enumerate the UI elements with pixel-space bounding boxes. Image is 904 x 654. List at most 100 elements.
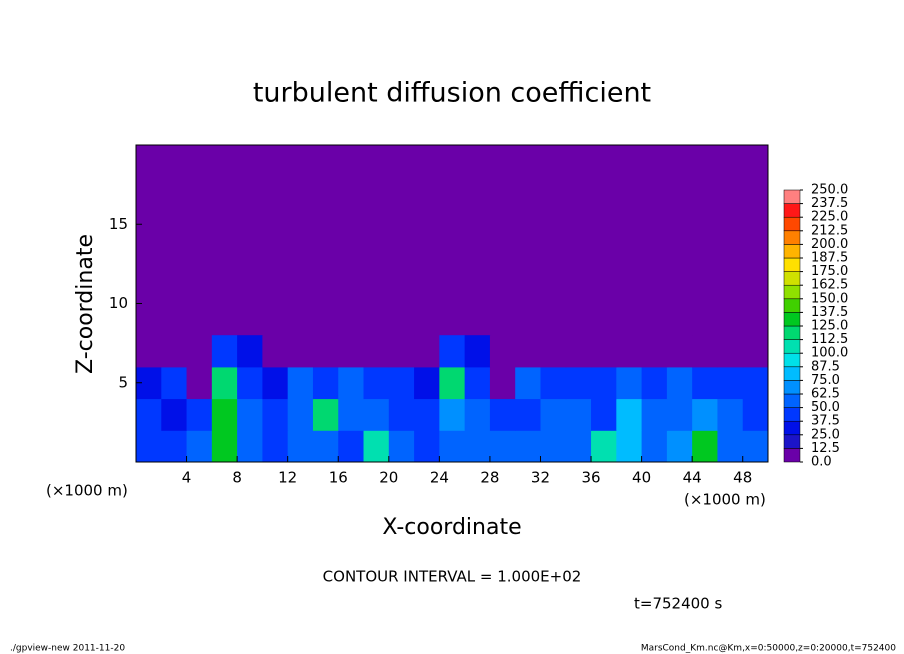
colorbar-band [783,189,801,204]
field-cell [262,335,289,368]
colorbar-label: 162.5 [811,278,848,293]
field-cell [414,398,440,431]
field-cell [136,398,162,431]
field-cell [515,366,541,400]
field-cell [565,366,592,400]
chart-title: turbulent diffusion coefficient [253,78,651,109]
x-tick-label: 4 [182,469,192,487]
field-cell [742,366,769,400]
field-cell [439,430,466,463]
field-cell [388,335,415,368]
colorbar-band [783,203,801,218]
field-cell [489,430,516,463]
x-tick-label: 24 [430,469,449,487]
field-cell [540,430,567,463]
x-tick-label: 40 [632,469,651,487]
field-cell [312,335,339,368]
x-tick-label: 48 [733,469,752,487]
field-cell [692,335,718,368]
footer-left: ./gpview-new 2011-11-20 [10,644,125,654]
field-cell [464,366,491,400]
time-label: t=752400 s [634,595,722,613]
x-tick-label: 28 [480,469,499,487]
field-cell [186,398,213,431]
colorbar-band [783,284,801,300]
field-cell [136,335,162,368]
field-cell [641,335,668,368]
field-cell [565,335,592,368]
colorbar-label: 12.5 [811,441,840,456]
field-cell [414,366,440,400]
field-cell [641,430,668,463]
field-cell [515,430,541,463]
field-cell [464,430,491,463]
field-cell [742,335,769,368]
x-tick-label: 32 [531,469,550,487]
field-cell [363,366,390,400]
field-cell [287,398,314,431]
field-cell [211,430,238,463]
field-cell [237,398,263,431]
field-cell [591,335,617,368]
x-unit-label: (×1000 m) [46,482,128,500]
field-cell [489,398,516,431]
field-cell [388,366,415,400]
field-cell [717,335,744,368]
field-cell [287,335,314,368]
field-cell [692,366,718,400]
x-tick-label: 8 [232,469,242,487]
field-cell [312,430,339,463]
colorbar-band [783,448,801,463]
field-cell [641,366,668,400]
colorbar-band [783,393,801,408]
field-cell [338,430,365,463]
field-cell [692,430,718,463]
field-cell [161,366,188,400]
field-cell [591,366,617,400]
field-cell [591,398,617,431]
field-cell [692,398,718,431]
colorbar-band [783,230,801,245]
field-cell [666,430,693,463]
x-tick-label: 36 [581,469,600,487]
colorbar-band [783,325,801,340]
colorbar-label: 137.5 [811,305,848,320]
colorbar-band [783,298,801,313]
field-cell [161,398,188,431]
colorbar-band [783,352,801,368]
colorbar-label: 25.0 [811,427,840,442]
field-cell [363,398,390,431]
field-cell [312,398,339,431]
colorbar-band [783,271,801,286]
colorbar-label: 37.5 [811,414,840,429]
field-cell [616,335,643,368]
field-cell [338,335,365,368]
colorbar-label: 200.0 [811,237,848,252]
y-tick-label: 5 [118,373,128,391]
field-cell [312,366,339,400]
field-cell [464,398,491,431]
colorbar-band [783,244,801,259]
colorbar-band [783,366,801,381]
colorbar-band [783,216,801,232]
y-axis-label: Z-coordinate [73,234,98,374]
x-axis-label: X-coordinate [382,515,521,540]
colorbar-label: 237.5 [811,196,848,211]
colorbar-band [783,257,801,272]
field-cell [616,398,643,431]
field-cell [237,366,263,400]
colorbar-band [783,312,801,327]
field-cell [388,430,415,463]
field-cell [338,398,365,431]
colorbar-label: 100.0 [811,346,848,361]
contour-interval: CONTOUR INTERVAL = 1.000E+02 [323,568,582,586]
field-cell [616,366,643,400]
colorbar-label: 87.5 [811,359,840,374]
field-cell [439,335,466,368]
colorbar-label: 150.0 [811,291,848,306]
field-cell [565,430,592,463]
field-cell [363,335,390,368]
field-cell [489,366,516,400]
field-cell [464,335,491,368]
